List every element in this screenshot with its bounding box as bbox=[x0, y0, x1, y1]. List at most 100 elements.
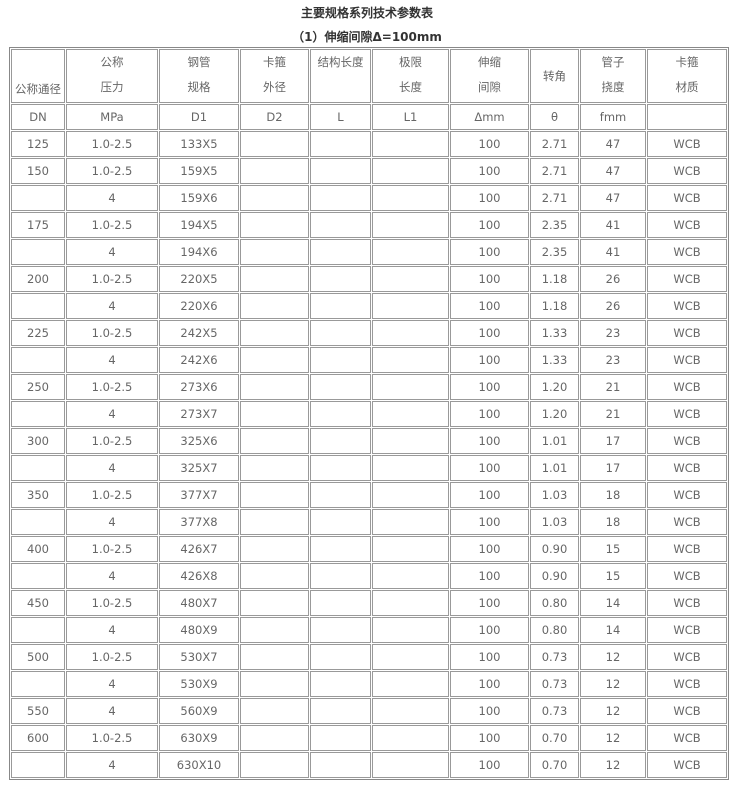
unit-cell: L bbox=[310, 104, 371, 130]
header-row: 公称通径 公称 压力 钢管 规格 卡箍 外径 结构长度 极限 长度 伸缩 间隙 转角 管子 挠度 卡箍 材质 bbox=[11, 49, 727, 103]
table-cell bbox=[310, 320, 371, 346]
table-cell bbox=[310, 644, 371, 670]
table-cell: 14 bbox=[580, 590, 646, 616]
table-cell: 242X5 bbox=[159, 320, 239, 346]
table-cell: 4 bbox=[66, 401, 158, 427]
table-cell: 4 bbox=[66, 293, 158, 319]
table-cell: WCB bbox=[647, 563, 727, 589]
table-cell: 550 bbox=[11, 698, 65, 724]
table-cell bbox=[11, 347, 65, 373]
table-cell bbox=[310, 374, 371, 400]
table-cell: 17 bbox=[580, 455, 646, 481]
table-cell: 14 bbox=[580, 617, 646, 643]
table-row: 4 377X8 100 1.03 18 WCB bbox=[11, 509, 727, 535]
table-cell: 100 bbox=[450, 482, 529, 508]
table-cell: 4 bbox=[66, 239, 158, 265]
table-cell bbox=[372, 293, 449, 319]
table-cell: 250 bbox=[11, 374, 65, 400]
unit-cell: DN bbox=[11, 104, 65, 130]
table-cell: 600 bbox=[11, 725, 65, 751]
table-title: 主要规格系列技术参数表 bbox=[300, 6, 433, 20]
table-cell bbox=[372, 563, 449, 589]
table-cell: 100 bbox=[450, 239, 529, 265]
table-cell: 100 bbox=[450, 131, 529, 157]
table-cell bbox=[240, 401, 309, 427]
header-text: 规格 bbox=[187, 80, 211, 94]
table-cell bbox=[372, 455, 449, 481]
table-cell: WCB bbox=[647, 347, 727, 373]
table-cell bbox=[240, 698, 309, 724]
header-text: 间隙 bbox=[478, 80, 501, 94]
table-cell: 350 bbox=[11, 482, 65, 508]
table-cell bbox=[11, 293, 65, 319]
table-cell bbox=[240, 320, 309, 346]
table-cell bbox=[372, 617, 449, 643]
table-cell: 133X5 bbox=[159, 131, 239, 157]
table-row: 175 1.0-2.5 194X5 100 2.35 41 WCB bbox=[11, 212, 727, 238]
table-cell: 0.73 bbox=[530, 644, 579, 670]
table-cell: 159X5 bbox=[159, 158, 239, 184]
table-cell: 100 bbox=[450, 374, 529, 400]
table-cell bbox=[372, 590, 449, 616]
header-text: 长度 bbox=[399, 80, 422, 94]
table-cell: WCB bbox=[647, 320, 727, 346]
table-cell bbox=[372, 212, 449, 238]
unit-cell: D2 bbox=[240, 104, 309, 130]
table-cell bbox=[310, 158, 371, 184]
table-cell: 100 bbox=[450, 455, 529, 481]
table-row: 600 1.0-2.5 630X9 100 0.70 12 WCB bbox=[11, 725, 727, 751]
table-cell: 100 bbox=[450, 185, 529, 211]
table-row: 4 426X8 100 0.90 15 WCB bbox=[11, 563, 727, 589]
table-cell bbox=[372, 320, 449, 346]
table-subtitle: （1）伸缩间隙Δ=100mm bbox=[292, 30, 442, 44]
table-cell: WCB bbox=[647, 239, 727, 265]
table-cell: WCB bbox=[647, 509, 727, 535]
table-cell bbox=[11, 455, 65, 481]
table-cell bbox=[240, 455, 309, 481]
table-cell bbox=[11, 401, 65, 427]
table-cell: WCB bbox=[647, 185, 727, 211]
table-cell: 100 bbox=[450, 401, 529, 427]
table-cell: 0.80 bbox=[530, 590, 579, 616]
table-cell: 159X6 bbox=[159, 185, 239, 211]
table-cell: 194X5 bbox=[159, 212, 239, 238]
table-cell bbox=[310, 347, 371, 373]
table-cell bbox=[240, 428, 309, 454]
table-cell: 100 bbox=[450, 347, 529, 373]
table-row: 4 630X10 100 0.70 12 WCB bbox=[11, 752, 727, 778]
table-cell bbox=[240, 266, 309, 292]
table-cell: WCB bbox=[647, 401, 727, 427]
table-cell: 1.03 bbox=[530, 482, 579, 508]
table-cell: 12 bbox=[580, 752, 646, 778]
table-cell: 100 bbox=[450, 563, 529, 589]
table-row: 450 1.0-2.5 480X7 100 0.80 14 WCB bbox=[11, 590, 727, 616]
table-cell: 4 bbox=[66, 617, 158, 643]
table-cell bbox=[240, 752, 309, 778]
table-cell: WCB bbox=[647, 266, 727, 292]
table-cell: 0.73 bbox=[530, 698, 579, 724]
table-cell bbox=[310, 509, 371, 535]
spec-table: 公称通径 公称 压力 钢管 规格 卡箍 外径 结构长度 极限 长度 伸缩 间隙 转角 管子 挠度 卡箍 材质 DN… bbox=[9, 47, 729, 780]
table-cell: 1.01 bbox=[530, 428, 579, 454]
table-cell bbox=[11, 671, 65, 697]
table-cell bbox=[372, 131, 449, 157]
header-cell: 公称 压力 bbox=[66, 49, 158, 103]
table-cell: 125 bbox=[11, 131, 65, 157]
table-cell: 15 bbox=[580, 536, 646, 562]
table-cell: 23 bbox=[580, 320, 646, 346]
table-cell bbox=[240, 212, 309, 238]
table-cell: 100 bbox=[450, 293, 529, 319]
table-cell bbox=[240, 509, 309, 535]
table-cell: 1.01 bbox=[530, 455, 579, 481]
table-cell: 100 bbox=[450, 698, 529, 724]
table-cell bbox=[11, 617, 65, 643]
unit-cell: fmm bbox=[580, 104, 646, 130]
table-cell: 480X7 bbox=[159, 590, 239, 616]
table-cell: 4 bbox=[66, 185, 158, 211]
table-cell: 23 bbox=[580, 347, 646, 373]
table-cell: 100 bbox=[450, 752, 529, 778]
table-cell: 4 bbox=[66, 563, 158, 589]
table-cell: 47 bbox=[580, 185, 646, 211]
header-cell: 伸缩 间隙 bbox=[450, 49, 529, 103]
header-text: 伸缩 bbox=[478, 55, 501, 69]
